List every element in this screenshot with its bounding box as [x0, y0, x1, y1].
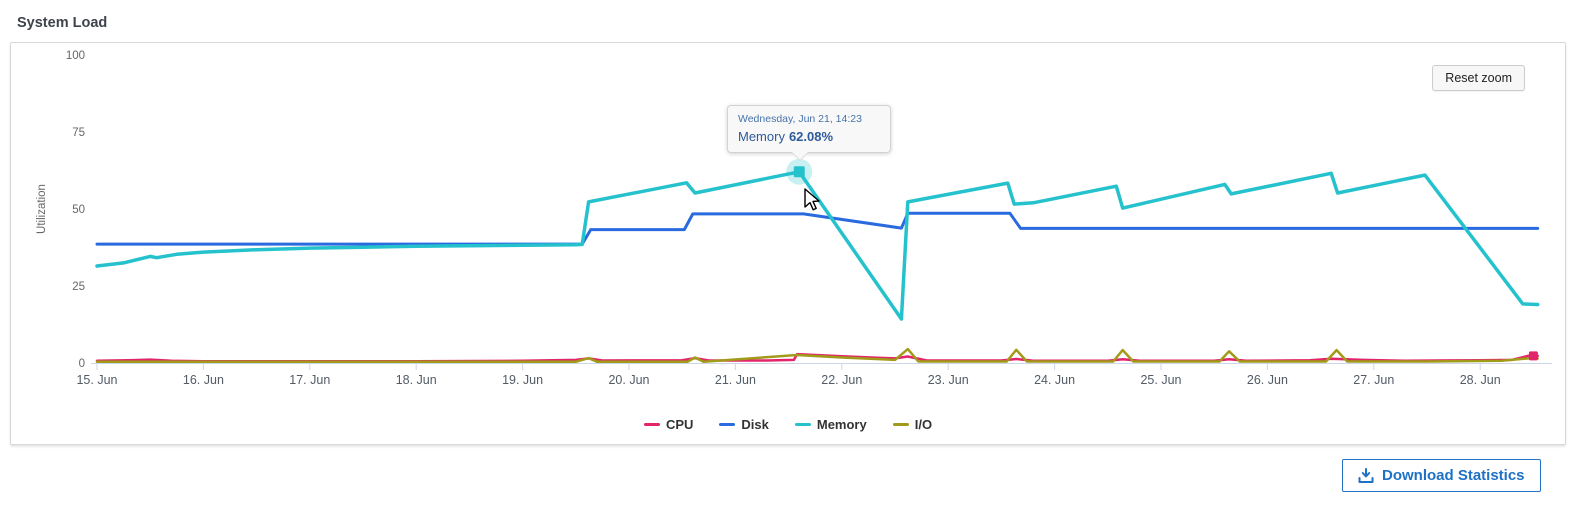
y-axis-label: 50 [72, 204, 85, 216]
legend-item-io[interactable]: I/O [892, 417, 933, 432]
x-axis-label: 27. Jun [1353, 373, 1394, 387]
y-axis-label: 100 [66, 50, 85, 62]
x-axis-label: 20. Jun [608, 373, 649, 387]
x-axis-label: 26. Jun [1247, 373, 1288, 387]
legend-item-memory[interactable]: Memory [794, 417, 867, 432]
x-axis-label: 19. Jun [502, 373, 543, 387]
legend-item-disk[interactable]: Disk [719, 417, 769, 432]
x-axis-label: 21. Jun [715, 373, 756, 387]
chart-legend: CPU Disk Memory I/O [11, 417, 1565, 432]
download-statistics-button[interactable]: Download Statistics [1342, 459, 1541, 492]
y-axis-label: 25 [72, 281, 85, 293]
legend-swatch [892, 423, 909, 426]
legend-label: I/O [914, 417, 933, 432]
x-axis-label: 25. Jun [1140, 373, 1181, 387]
legend-label: CPU [665, 417, 694, 432]
download-button-label: Download Statistics [1382, 467, 1525, 484]
legend-label: Disk [741, 417, 769, 432]
reset-zoom-button[interactable]: Reset zoom [1432, 65, 1525, 91]
y-axis-title: Utilization [36, 184, 48, 234]
page-title: System Load [17, 15, 108, 31]
x-axis-label: 24. Jun [1034, 373, 1075, 387]
download-icon [1358, 467, 1374, 483]
series-line-disk[interactable] [95, 211, 1540, 246]
legend-swatch [643, 423, 660, 426]
y-axis-label: 75 [72, 127, 85, 139]
legend-item-cpu[interactable]: CPU [643, 417, 694, 432]
x-axis-label: 18. Jun [396, 373, 437, 387]
y-axis-label: 0 [79, 358, 85, 370]
x-axis-label: 17. Jun [289, 373, 330, 387]
legend-label: Memory [816, 417, 867, 432]
cpu-end-marker[interactable] [1528, 351, 1538, 361]
x-axis-label: 16. Jun [183, 373, 224, 387]
x-axis-label: 28. Jun [1460, 373, 1501, 387]
legend-swatch [794, 423, 811, 426]
system-load-chart[interactable]: 15. Jun 16. Jun 17. Jun 18. Jun 19. Jun 20. J… [11, 43, 1565, 444]
series-line-memory[interactable] [95, 170, 1540, 321]
hover-marker[interactable] [793, 166, 805, 178]
x-axis-label: 22. Jun [821, 373, 862, 387]
chart-panel: 15. Jun 16. Jun 17. Jun 18. Jun 19. Jun 20. J… [10, 42, 1566, 445]
series-line-io[interactable] [95, 347, 1539, 364]
x-axis-label: 15. Jun [76, 373, 117, 387]
legend-swatch [719, 423, 736, 426]
x-axis-label: 23. Jun [928, 373, 969, 387]
